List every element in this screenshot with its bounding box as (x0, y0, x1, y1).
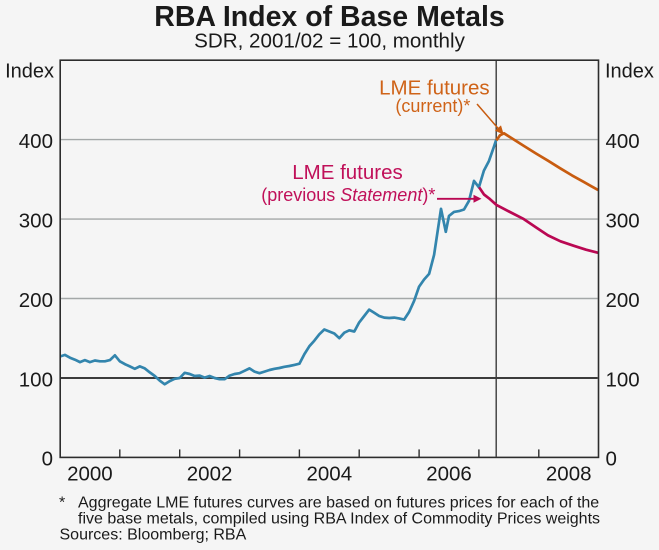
svg-text:LME futures: LME futures (379, 77, 490, 100)
svg-text:2002: 2002 (187, 463, 233, 486)
svg-text:400: 400 (19, 130, 53, 153)
svg-text:Index: Index (5, 61, 54, 83)
svg-text:SDR, 2001/02 = 100, monthly: SDR, 2001/02 = 100, monthly (194, 30, 465, 53)
svg-text:2004: 2004 (306, 463, 352, 486)
svg-text:LME futures: LME futures (292, 161, 403, 184)
svg-text:*: * (59, 494, 65, 511)
svg-text:200: 200 (19, 289, 53, 312)
svg-text:100: 100 (19, 368, 53, 391)
svg-text:200: 200 (606, 289, 640, 312)
svg-text:2008: 2008 (546, 463, 592, 486)
svg-text:2000: 2000 (67, 463, 113, 486)
svg-text:0: 0 (42, 448, 53, 471)
svg-text:400: 400 (606, 130, 640, 153)
svg-text:2006: 2006 (426, 463, 472, 486)
svg-text:(previous Statement)*: (previous Statement)* (261, 185, 435, 205)
svg-text:100: 100 (606, 368, 640, 391)
svg-text:Aggregate LME futures curves a: Aggregate LME futures curves are based o… (78, 494, 599, 511)
svg-text:300: 300 (606, 209, 640, 232)
svg-text:300: 300 (19, 209, 53, 232)
svg-text:(current)*: (current)* (395, 96, 470, 116)
svg-text:0: 0 (606, 448, 617, 471)
svg-text:five base metals, compiled usi: five base metals, compiled using RBA Ind… (78, 510, 600, 527)
svg-text:Sources: Bloomberg; RBA: Sources: Bloomberg; RBA (60, 527, 247, 544)
svg-text:Index: Index (605, 61, 654, 83)
svg-text:RBA Index of Base Metals: RBA Index of Base Metals (154, 1, 505, 33)
